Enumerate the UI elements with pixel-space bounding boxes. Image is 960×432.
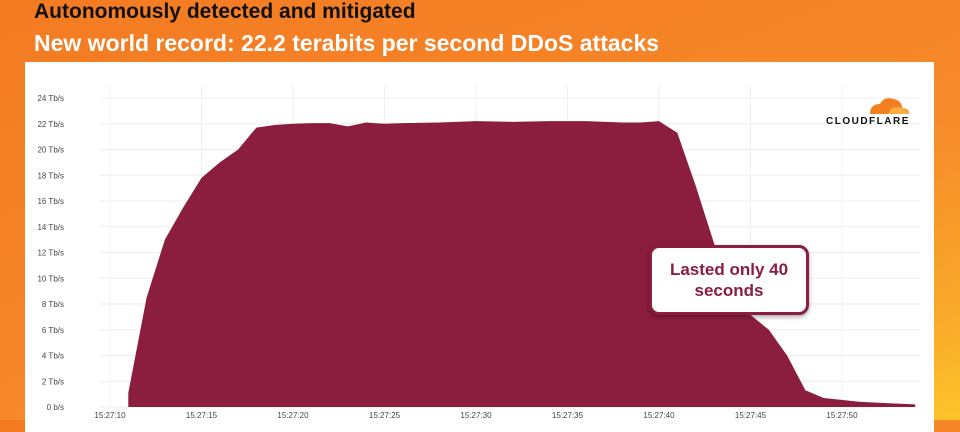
- subtitle: Autonomously detected and mitigated: [34, 0, 416, 23]
- y-tick-label: 10 Tb/s: [37, 274, 64, 283]
- x-tick-label: 15:27:40: [643, 411, 675, 420]
- y-tick-label: 20 Tb/s: [37, 146, 64, 155]
- cloud-icon: [870, 98, 909, 114]
- y-tick-label: 0 b/s: [47, 403, 64, 412]
- x-tick-label: 15:27:25: [369, 411, 401, 420]
- attack-area: [128, 121, 916, 408]
- cloudflare-logo: CLOUDFLARE: [826, 96, 910, 130]
- y-tick-label: 4 Tb/s: [42, 352, 64, 361]
- y-tick-label: 14 Tb/s: [37, 223, 64, 232]
- x-tick-label: 15:27:45: [735, 411, 767, 420]
- y-tick-label: 2 Tb/s: [42, 377, 64, 386]
- x-tick-label: 15:27:10: [94, 411, 126, 420]
- x-tick-label: 15:27:20: [277, 411, 309, 420]
- y-tick-label: 24 Tb/s: [37, 94, 64, 103]
- logo-text: CLOUDFLARE: [826, 116, 910, 127]
- x-tick-label: 15:27:50: [826, 411, 858, 420]
- x-tick-label: 15:27:35: [552, 411, 584, 420]
- y-tick-label: 22 Tb/s: [37, 120, 64, 129]
- callout-text: Lasted only 40 seconds: [669, 260, 789, 300]
- area-chart: 0 b/s 2 Tb/s 4 Tb/s 6 Tb/s 8 Tb/s 10 Tb/s 12 T…: [37, 85, 920, 420]
- y-tick-label: 8 Tb/s: [42, 300, 64, 309]
- y-tick-label: 12 Tb/s: [37, 249, 64, 258]
- y-tick-label: 16 Tb/s: [37, 197, 64, 206]
- x-tick-label: 15:27:30: [460, 411, 492, 420]
- page-title: New world record: 22.2 terabits per seco…: [34, 30, 660, 56]
- duration-callout: Lasted only 40 seconds: [649, 245, 809, 315]
- y-tick-label: 6 Tb/s: [42, 326, 64, 335]
- y-tick-label: 18 Tb/s: [37, 171, 64, 180]
- x-tick-label: 15:27:15: [186, 411, 218, 420]
